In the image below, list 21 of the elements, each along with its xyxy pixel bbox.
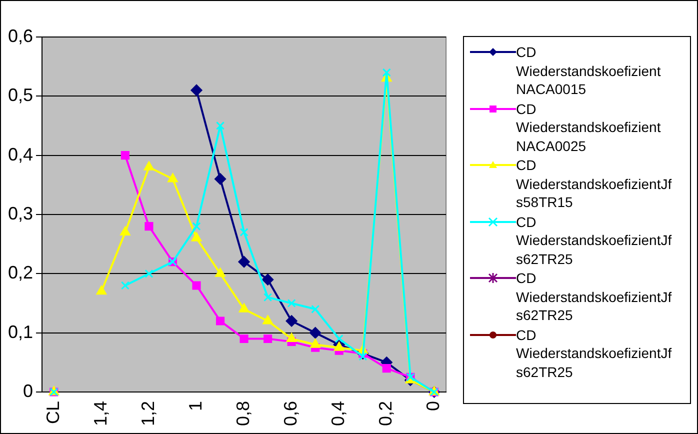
y-tick-label: 0,3 bbox=[8, 203, 34, 224]
x-tick-label: 0,8 bbox=[233, 400, 254, 426]
legend-label: CD Wiederstandskoefizient NACA0015 bbox=[516, 43, 662, 98]
x-tick-label: 0,4 bbox=[328, 400, 348, 426]
y-tick-label: 0,1 bbox=[8, 322, 34, 342]
y-tick-label: 0,2 bbox=[8, 262, 34, 283]
legend-label: CD WiederstandskoefizientJfs62TR25 bbox=[516, 212, 673, 268]
x-tick-label: CL bbox=[42, 400, 63, 424]
legend-label: CD WiederstandskoefizientJfs62TR25 bbox=[516, 326, 673, 381]
x-tick-label: 1,2 bbox=[138, 400, 158, 426]
x-tick-label: 0,2 bbox=[376, 400, 396, 426]
legend-label: CD Wiederstandskoefizient NACA0025 bbox=[516, 100, 662, 155]
legend-label: CD WiederstandskoefizientJfs62TR25 bbox=[516, 269, 673, 324]
y-tick-label: 0,6 bbox=[8, 26, 34, 46]
legend-label: CD WiederstandskoefizientJfs58TR15 bbox=[516, 156, 673, 212]
x-tick-label: 0 bbox=[423, 400, 444, 411]
y-tick-label: 0,4 bbox=[8, 144, 34, 164]
y-tick-label: 0,5 bbox=[8, 85, 34, 106]
x-tick-label: 1 bbox=[185, 400, 206, 411]
x-tick-label: 1,4 bbox=[90, 400, 110, 426]
x-tick-label: 0,6 bbox=[280, 400, 301, 426]
